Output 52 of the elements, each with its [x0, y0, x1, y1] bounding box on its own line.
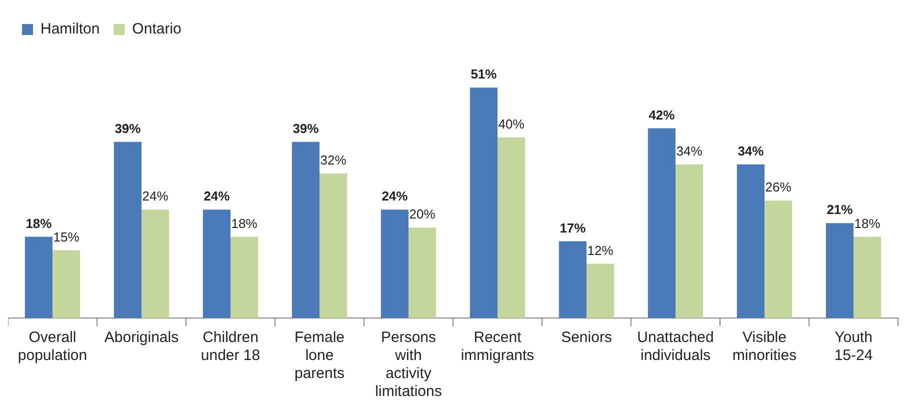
bar	[408, 228, 436, 318]
data-label: 18%	[26, 216, 52, 231]
x-tick-label: Youth 15-24	[834, 329, 873, 364]
bar	[202, 210, 230, 318]
bar	[24, 236, 52, 318]
x-tick-label: Recent immigrants	[460, 329, 534, 364]
bar	[676, 164, 704, 318]
bar	[586, 264, 614, 318]
data-label: 24%	[142, 188, 169, 204]
bar	[498, 137, 526, 318]
bar	[470, 88, 498, 318]
data-label: 39%	[114, 120, 142, 136]
data-label: 24%	[204, 188, 230, 204]
x-tick-label: Aboriginals	[104, 329, 179, 346]
bar	[292, 142, 320, 318]
data-label: 17%	[560, 220, 586, 236]
data-label: 18%	[854, 216, 881, 231]
bar	[230, 236, 258, 318]
x-tick-label: Persons with activity limitations	[375, 329, 442, 400]
x-tick-label: Visible minorities	[732, 329, 797, 364]
bar	[854, 236, 882, 318]
x-tick-label: Unattached individuals	[637, 329, 714, 364]
bar	[648, 128, 676, 318]
data-label: 40%	[498, 116, 525, 132]
data-label: 39%	[292, 120, 320, 136]
bar	[826, 223, 854, 318]
bar	[558, 241, 586, 318]
x-tick-label: Female lone parents	[294, 329, 345, 382]
data-label: 42%	[648, 107, 676, 122]
data-label: 24%	[382, 188, 408, 204]
data-label: 32%	[320, 152, 347, 168]
data-label: 34%	[676, 144, 703, 159]
data-label: 15%	[53, 229, 80, 244]
data-label: 21%	[826, 202, 854, 218]
x-tick-label: Seniors	[561, 329, 612, 346]
data-label: 34%	[738, 144, 764, 159]
data-label: 26%	[765, 180, 792, 195]
bar	[320, 173, 348, 318]
bar	[736, 164, 764, 318]
data-label: 51%	[470, 66, 498, 82]
legend-label: Hamilton	[40, 20, 100, 38]
data-label: 20%	[409, 206, 436, 222]
bar	[114, 142, 142, 318]
data-label: 12%	[587, 242, 614, 258]
x-tick-label: Children under 18	[200, 329, 260, 364]
bar	[52, 250, 80, 318]
bar	[142, 210, 170, 318]
bar	[380, 210, 408, 318]
x-tick-label: Overall population	[18, 329, 88, 364]
data-label: 18%	[231, 216, 258, 231]
bar	[764, 200, 792, 318]
legend-label: Ontario	[132, 20, 182, 38]
